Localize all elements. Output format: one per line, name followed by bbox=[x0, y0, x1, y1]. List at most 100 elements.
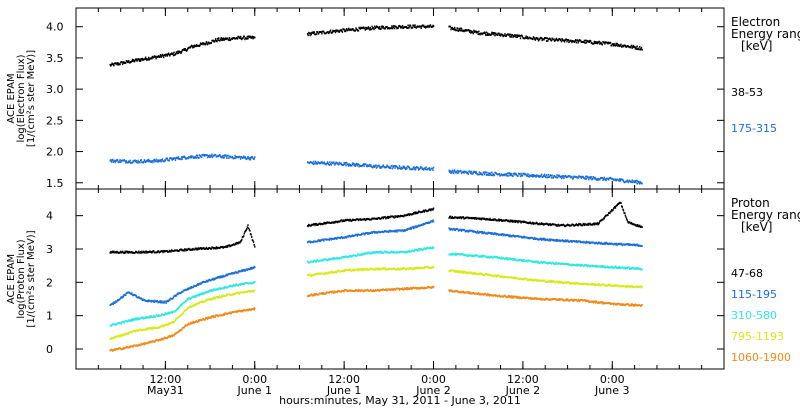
data-point bbox=[632, 44, 635, 47]
data-point bbox=[359, 289, 361, 292]
legend-title: Energy ranges bbox=[731, 27, 800, 41]
data-point bbox=[452, 27, 455, 30]
data-point bbox=[616, 285, 618, 287]
data-point bbox=[489, 217, 491, 220]
data-point bbox=[220, 296, 222, 298]
data-point bbox=[141, 317, 144, 320]
data-point bbox=[570, 40, 573, 43]
data-point bbox=[134, 159, 136, 162]
data-point bbox=[477, 33, 479, 36]
data-point bbox=[216, 295, 219, 298]
data-point bbox=[392, 289, 394, 292]
data-point bbox=[514, 276, 516, 279]
data-point bbox=[497, 173, 499, 176]
y-tick-label: 1 bbox=[46, 310, 53, 323]
data-point bbox=[509, 33, 512, 36]
data-point bbox=[180, 51, 183, 53]
data-point bbox=[542, 222, 544, 225]
data-point bbox=[391, 251, 394, 253]
data-point bbox=[206, 316, 208, 319]
data-point bbox=[129, 159, 131, 162]
data-point bbox=[588, 264, 590, 267]
legend-title: Electron bbox=[731, 15, 780, 29]
y-tick-label: 2 bbox=[46, 276, 53, 289]
data-point bbox=[123, 321, 126, 324]
data-point bbox=[473, 271, 475, 274]
data-point bbox=[526, 259, 528, 262]
data-point bbox=[149, 341, 151, 344]
data-point bbox=[355, 255, 358, 257]
data-point bbox=[605, 179, 607, 182]
data-point bbox=[632, 181, 634, 184]
data-point bbox=[463, 172, 465, 174]
data-point bbox=[532, 237, 534, 239]
data-point bbox=[585, 39, 587, 42]
data-point bbox=[174, 159, 177, 162]
data-point bbox=[627, 181, 630, 184]
data-point bbox=[317, 272, 319, 275]
data-point bbox=[547, 176, 549, 178]
data-point bbox=[143, 343, 146, 346]
data-point bbox=[380, 25, 383, 28]
data-point bbox=[453, 217, 455, 220]
data-point bbox=[408, 249, 411, 252]
data-point bbox=[403, 215, 405, 218]
data-point bbox=[213, 296, 216, 299]
data-point bbox=[308, 32, 311, 35]
data-point bbox=[606, 265, 609, 268]
data-point bbox=[216, 40, 218, 43]
data-point bbox=[239, 284, 242, 286]
data-point bbox=[514, 219, 516, 222]
data-point bbox=[163, 301, 165, 304]
data-point bbox=[561, 281, 563, 283]
data-point bbox=[631, 179, 633, 182]
data-point bbox=[141, 298, 143, 300]
data-point bbox=[196, 247, 198, 250]
data-point bbox=[630, 266, 632, 269]
data-point bbox=[194, 294, 196, 297]
data-point bbox=[398, 289, 401, 291]
data-point bbox=[555, 261, 557, 264]
data-point bbox=[415, 286, 417, 289]
data-point bbox=[624, 214, 627, 217]
data-point bbox=[152, 326, 154, 329]
data-point bbox=[130, 293, 132, 296]
data-point bbox=[174, 333, 177, 335]
data-point bbox=[506, 257, 509, 259]
data-point bbox=[407, 24, 409, 27]
data-point bbox=[470, 30, 473, 33]
data-point bbox=[634, 47, 636, 50]
data-point bbox=[486, 232, 489, 235]
data-point bbox=[247, 268, 250, 270]
data-point bbox=[143, 161, 145, 163]
data-point bbox=[334, 271, 336, 274]
data-point bbox=[347, 163, 349, 166]
data-point bbox=[168, 159, 170, 162]
data-point bbox=[491, 171, 493, 174]
data-point bbox=[254, 307, 256, 310]
data-point bbox=[225, 274, 227, 277]
data-point bbox=[462, 216, 465, 218]
data-point bbox=[637, 180, 639, 183]
data-point bbox=[319, 162, 322, 164]
data-point bbox=[396, 268, 399, 271]
data-point bbox=[347, 29, 349, 32]
data-point bbox=[560, 39, 562, 42]
data-point bbox=[607, 214, 609, 216]
data-point bbox=[245, 290, 247, 293]
data-point bbox=[345, 164, 347, 167]
data-point bbox=[401, 229, 404, 232]
data-point bbox=[544, 237, 546, 240]
data-point bbox=[117, 62, 119, 64]
data-point bbox=[396, 165, 398, 168]
data-point bbox=[120, 335, 122, 338]
data-point bbox=[139, 328, 142, 331]
data-point bbox=[423, 267, 425, 270]
data-point bbox=[212, 296, 214, 299]
data-point bbox=[486, 256, 489, 259]
data-point bbox=[389, 289, 391, 291]
data-point bbox=[515, 36, 517, 39]
data-point bbox=[511, 221, 514, 223]
data-point bbox=[125, 332, 127, 335]
